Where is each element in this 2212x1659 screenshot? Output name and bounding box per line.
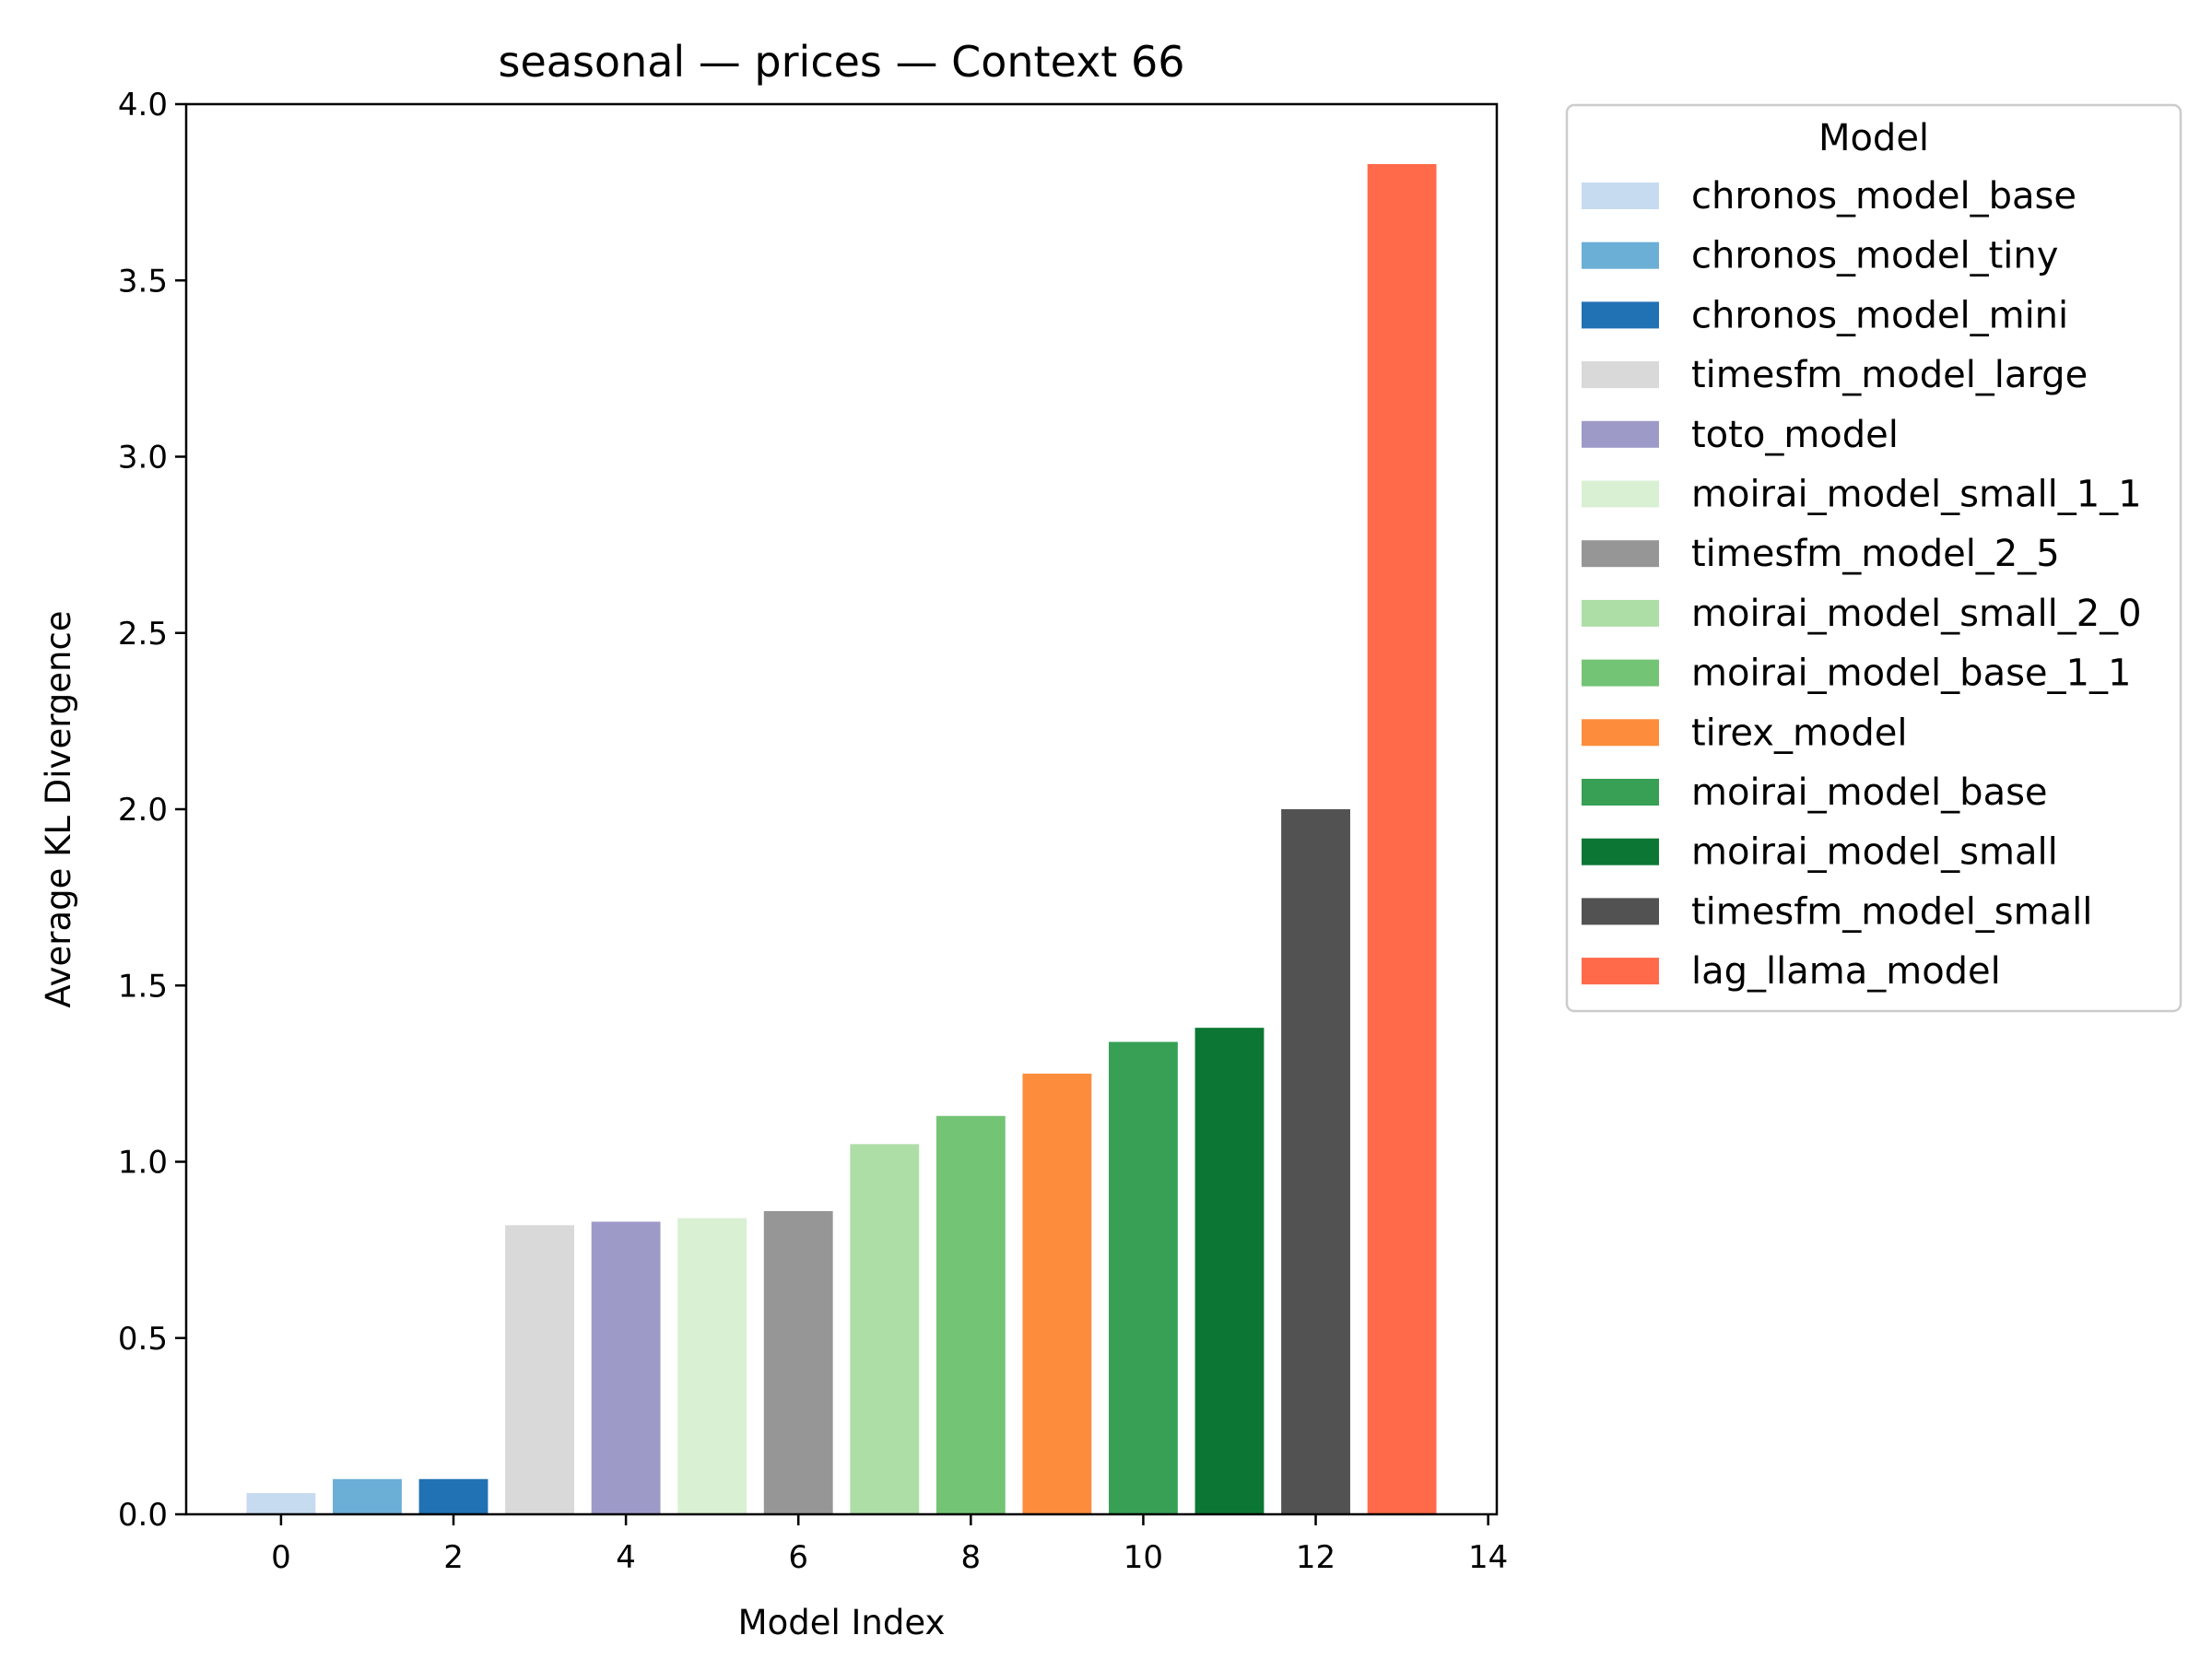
bar-timesfm_model_2_5 [763,1211,833,1514]
y-tick-label: 3.5 [118,263,168,300]
bars-group [246,164,1437,1514]
bar-tirex_model [1022,1073,1092,1514]
bar-chronos_model_base [246,1493,316,1514]
legend-label-moirai_model_small: moirai_model_small [1691,831,2058,874]
legend-label-chronos_model_mini: chronos_model_mini [1691,294,2068,336]
x-tick-label: 8 [961,1539,982,1576]
x-tick-label: 12 [1296,1539,1335,1576]
legend-swatch-timesfm_model_large [1582,361,1659,389]
legend-label-toto_model: toto_model [1691,414,1899,456]
legend-label-timesfm_model_small: timesfm_model_small [1691,890,2092,933]
legend-swatch-moirai_model_small_1_1 [1582,480,1659,508]
y-axis: 0.0 0.5 1.0 1.5 2.0 2.5 3.0 3.5 4.0 [118,87,186,1534]
legend-swatch-chronos_model_tiny [1582,241,1659,269]
x-tick-label: 4 [616,1539,636,1576]
legend-items: chronos_model_base chronos_model_tinychro… [1582,175,2142,993]
legend-label-chronos_model_tiny: chronos_model_tiny [1691,235,2058,277]
legend-swatch-chronos_model_mini [1582,301,1659,329]
y-tick-label: 0.0 [118,1497,168,1534]
legend-swatch-lag_llama_model [1582,958,1659,985]
legend-swatch-moirai_model_small_2_0 [1582,599,1659,627]
legend-swatch-timesfm_model_2_5 [1582,540,1659,568]
y-tick-label: 1.5 [118,968,168,1005]
bar-moirai_model_small_1_1 [677,1218,747,1514]
legend-swatch-moirai_model_base [1582,779,1659,806]
x-tick-label: 14 [1468,1539,1508,1576]
bar-timesfm_model_small [1281,809,1350,1514]
bar-moirai_model_small_2_0 [850,1144,920,1514]
legend-swatch-toto_model [1582,420,1659,448]
bar-lag_llama_model [1367,164,1437,1514]
x-tick-label: 6 [788,1539,808,1576]
legend-swatch-timesfm_model_small [1582,898,1659,925]
bar-moirai_model_small [1194,1028,1265,1514]
bar-timesfm_model_large [505,1225,574,1514]
y-tick-label: 1.0 [118,1145,168,1182]
x-axis-label: Model Index [738,1603,946,1642]
legend-label-moirai_model_base: moirai_model_base [1691,771,2048,814]
legend-swatch-moirai_model_base_1_1 [1582,659,1659,687]
y-tick-label: 2.0 [118,792,168,829]
legend-swatch-tirex_model [1582,719,1659,747]
bar-toto_model [591,1221,661,1514]
legend-title: Model [1818,117,1929,159]
legend-label-timesfm_model_large: timesfm_model_large [1691,354,2088,396]
x-tick-label: 2 [443,1539,464,1576]
x-tick-label: 10 [1124,1539,1163,1576]
legend-label-timesfm_model_2_5: timesfm_model_2_5 [1691,533,2060,575]
y-tick-label: 3.0 [118,440,168,477]
bar-moirai_model_base [1109,1041,1178,1514]
legend-label-moirai_model_small_1_1: moirai_model_small_1_1 [1691,474,2142,516]
legend-label-tirex_model: tirex_model [1691,712,1908,754]
legend-swatch-chronos_model_base [1582,182,1659,209]
legend-label-moirai_model_base_1_1: moirai_model_base_1_1 [1691,653,2131,695]
legend: Model chronos_model_base chronos_model_ti… [1565,103,2183,1013]
bar-chronos_model_tiny [333,1478,402,1514]
legend-swatch-moirai_model_small [1582,838,1659,865]
legend-label-moirai_model_small_2_0: moirai_model_small_2_0 [1691,593,2142,635]
y-axis-label: Average KL Divergence [39,610,78,1007]
bar-moirai_model_base_1_1 [935,1115,1006,1514]
y-tick-label: 2.5 [118,616,168,653]
x-tick-label: 0 [271,1539,291,1576]
legend-frame [1565,103,2183,1013]
y-tick-label: 0.5 [118,1321,168,1358]
x-axis: 0 2 4 6 8 10 12 14 [271,1514,1508,1576]
y-tick-label: 4.0 [118,87,168,124]
legend-label-lag_llama_model: lag_llama_model [1691,950,2001,993]
legend-label-chronos_model_base: chronos_model_base [1691,175,2077,218]
bar-chronos_model_mini [418,1478,488,1514]
chart-title: seasonal — prices — Context 66 [499,37,1185,87]
